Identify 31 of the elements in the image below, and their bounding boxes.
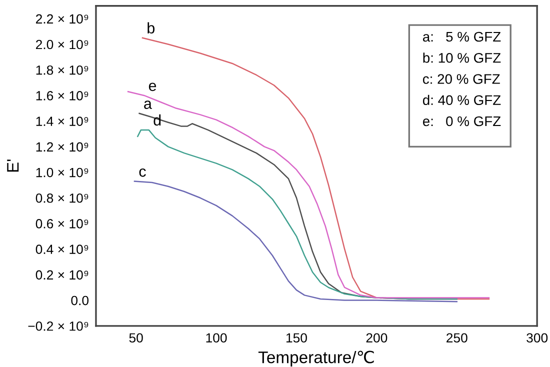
x-tick-label: 150: [286, 333, 307, 343]
y-tick-label: −0.2 × 10⁹: [28, 321, 88, 331]
y-tick-label: 1.4 × 10⁹: [36, 116, 88, 126]
annotation: b: 10 % GFZ: [423, 52, 501, 63]
annotation: c: [139, 168, 146, 177]
x-tick-label: 100: [206, 333, 227, 343]
annotation: e: [148, 82, 156, 92]
y-tick-label: 1.0 × 10⁹: [36, 168, 88, 178]
x-tick-label: 300: [526, 333, 548, 343]
annotation: e: 0 % GFZ: [422, 116, 501, 126]
x-tick-label: 250: [446, 333, 468, 343]
line-series: [134, 180, 458, 302]
y-tick-label: 0.6 × 10⁹: [36, 219, 88, 228]
y-tick-label: 0.0: [71, 296, 89, 306]
annotation: b: [148, 22, 155, 34]
annotation: a: 5 % GFZ: [422, 32, 501, 42]
x-tick-label: 50: [129, 333, 143, 343]
y-tick-label: 0.4 × 10⁹: [36, 244, 88, 254]
y-tick-label: 1.2 × 10⁹: [36, 142, 88, 152]
annotation: d: 40 % GFZ: [422, 94, 501, 106]
x-axis-title: Temperature/℃: [258, 350, 374, 367]
y-tick-label: 2.0 × 10⁹: [36, 40, 88, 50]
y-tick-label: 1.8 × 10⁹: [36, 65, 88, 75]
annotation: a: [144, 100, 152, 109]
x-tick-label: 200: [366, 333, 388, 343]
y-tick-label: 0.8 × 10⁹: [36, 193, 88, 203]
y-axis-title: E': [7, 160, 19, 172]
annotation: c: 20 % GFZ: [422, 74, 500, 84]
y-tick-label: 0.2 × 10⁹: [36, 270, 88, 280]
y-tick-label: 1.6 × 10⁹: [36, 91, 88, 100]
y-tick-label: 2.2 × 10⁹: [36, 14, 88, 24]
